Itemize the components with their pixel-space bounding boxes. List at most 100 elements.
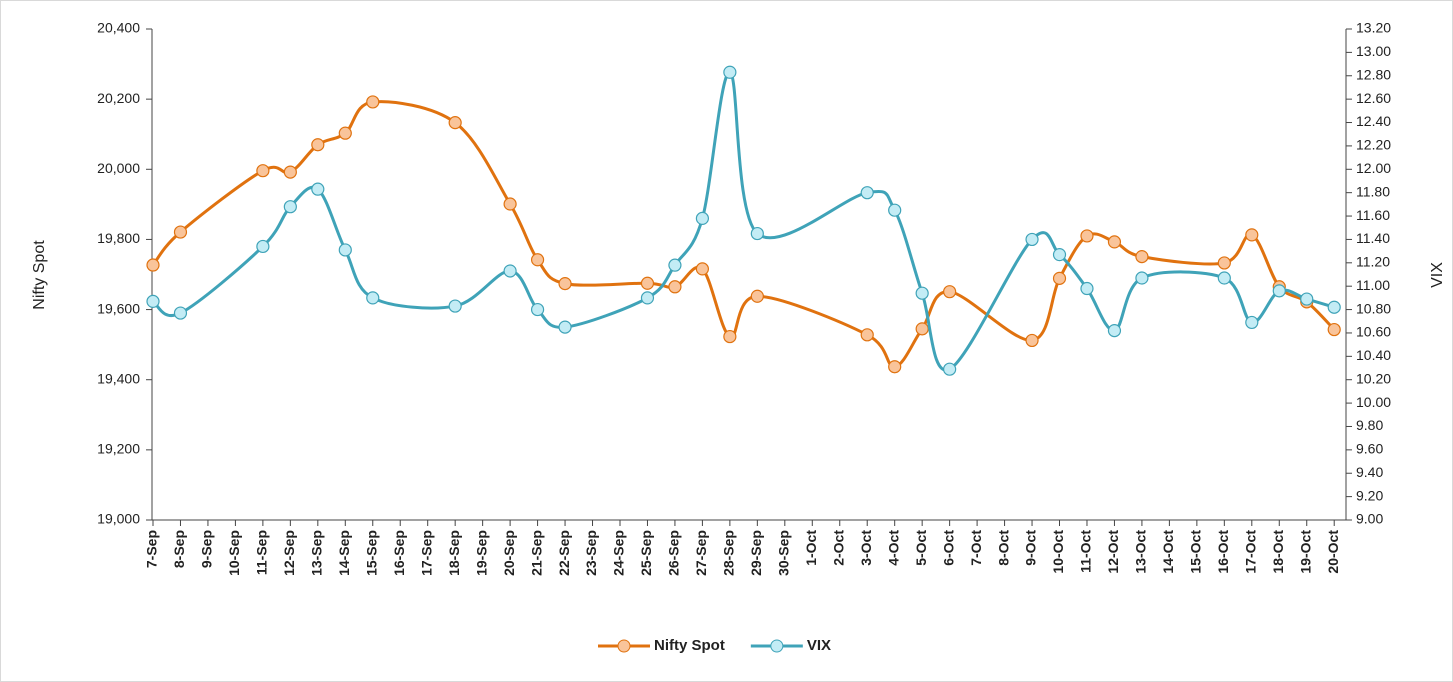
y2-tick-label: 11.00 [1356,277,1390,293]
point [558,277,572,291]
point [723,65,737,79]
x-tick-label: 7-Oct [968,530,984,566]
point [173,306,188,320]
x-tick-label: 20-Sep [501,530,517,576]
x-tick-label: 9-Sep [199,530,215,568]
point [1135,271,1149,285]
x-tick-label: 17-Sep [418,530,434,576]
point [1327,300,1341,314]
legend-marker [770,639,784,653]
y2-tick-label: 10.40 [1356,347,1391,363]
y-tick-label: 20,400 [97,20,140,36]
x-tick-label: 10-Oct [1050,530,1066,574]
y2-tick-label: 12.20 [1356,137,1391,153]
point [311,182,325,196]
x-tick-label: 11-Oct [1078,530,1094,573]
point [943,362,957,376]
point [366,95,380,109]
x-tick-label: 16-Oct [1215,530,1231,574]
point [1245,228,1259,242]
x-tick-label: 16-Sep [391,530,407,576]
point [1272,284,1286,298]
x-tick-label: 1-Oct [803,530,819,566]
y2-tick-label: 13.20 [1356,20,1391,36]
y-tick-label: 19,800 [97,230,140,246]
x-tick-label: 14-Sep [336,530,352,576]
point [668,258,682,272]
x-tick-label: 25-Sep [638,530,654,576]
x-tick-label: 9-Oct [1023,530,1039,566]
y2-tick-label: 13.00 [1356,43,1391,59]
y2-tick-label: 11.60 [1356,207,1390,223]
y2-tick-label: 12.40 [1356,113,1391,129]
point [1052,271,1067,285]
x-tick-label: 7-Sep [144,530,160,568]
point [503,264,517,278]
point [530,253,545,267]
x-tick-label: 10-Sep [226,530,242,576]
x-tick-label: 13-Oct [1133,530,1149,574]
point [640,276,655,290]
x-tick-label: 30-Sep [776,530,792,576]
y2-tick-label: 11.20 [1356,254,1390,270]
y-tick-label: 19,200 [97,441,140,457]
y-tick-label: 20,000 [97,160,140,176]
point [943,285,957,299]
point [1327,322,1341,337]
y2-tick-label: 11.40 [1356,230,1390,246]
legend-label: VIX [807,637,831,654]
y2-tick-label: 12.00 [1356,160,1391,176]
y2-tick-label: 12.80 [1356,66,1391,82]
y2-tick-label: 10.80 [1356,300,1391,316]
y2-tick-label: 12.60 [1356,90,1391,106]
point [1217,271,1231,285]
point [1052,248,1067,262]
point [1300,292,1314,306]
legend: Nifty Spot VIX [598,637,831,654]
point [448,299,462,313]
x-tick-label: 22-Sep [556,530,572,576]
y2-tick-label: 9.60 [1356,441,1383,457]
y2-axis-title: VIX [1429,262,1446,288]
point [311,138,325,152]
x-tick-label: 21-Sep [528,530,544,576]
x-tick-label: 17-Oct [1243,530,1259,574]
point [1107,235,1122,249]
x-tick-label: 24-Sep [611,530,627,576]
x-tick-label: 28-Sep [721,530,737,576]
point [915,322,929,336]
y-tick-label: 20,200 [97,90,140,106]
point [283,200,297,214]
y2-tick-label: 11.80 [1356,183,1390,199]
x-tick-label: 26-Sep [666,530,682,576]
x-tick-label: 19-Oct [1297,530,1313,574]
point [366,291,380,305]
x-tick-label: 8-Oct [995,530,1011,566]
point [1080,229,1094,243]
point [1080,281,1094,296]
point [1025,232,1039,247]
point [338,126,352,140]
point [888,203,902,217]
point [338,243,352,257]
x-tick-label: 5-Oct [913,530,929,566]
x-tick-label: 15-Sep [363,530,379,576]
point [256,164,270,178]
point [640,291,655,305]
y-axis-title: Nifty Spot [31,240,48,310]
point [860,186,874,200]
point [668,280,682,294]
point [695,211,710,225]
point [283,165,297,179]
legend-marker [617,639,631,653]
point [1217,256,1231,270]
y2-tick-label: 10.00 [1356,394,1391,410]
x-tick-label: 3-Oct [858,530,874,566]
point [915,286,929,300]
x-tick-label: 12-Oct [1105,530,1121,574]
x-tick-label: 12-Sep [281,530,297,576]
point [146,258,160,272]
point [146,294,160,308]
x-tick-label: 6-Oct [940,530,956,566]
